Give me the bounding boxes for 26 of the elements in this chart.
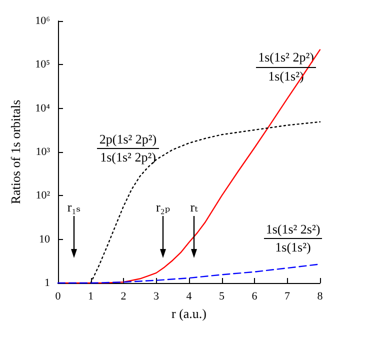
- y-tick-label: 10⁵: [35, 58, 50, 71]
- annotation: 1s(1s² 2s²): [266, 222, 320, 236]
- x-tick-label: 5: [219, 290, 225, 302]
- x-tick-label: 2: [120, 290, 126, 302]
- x-axis-title: r (a.u.): [171, 306, 207, 321]
- annotation: r₂ₚ: [156, 200, 170, 214]
- annotation: rₜ: [190, 200, 199, 214]
- x-tick-label: 8: [317, 290, 324, 302]
- x-tick-label: 7: [284, 290, 290, 302]
- annotation: 1s(1s² 2p²): [100, 150, 156, 164]
- x-tick-label: 1: [88, 290, 94, 302]
- y-tick-label: 1: [44, 277, 50, 289]
- x-tick-label: 4: [186, 290, 192, 302]
- x-tick-label: 3: [154, 290, 160, 302]
- annotation: 1s(1s²): [268, 68, 304, 84]
- x-tick-label: 6: [252, 290, 258, 302]
- y-axis-title: Ratios of 1s orbitals: [8, 100, 23, 204]
- annotation: 1s(1s²): [275, 240, 311, 254]
- y-tick-label: 10²: [36, 190, 51, 202]
- y-tick-label: 10⁴: [35, 102, 50, 114]
- y-tick-label: 10³: [36, 146, 51, 158]
- y-tick-label: 10: [39, 233, 50, 246]
- annotation: 2p(1s² 2p²): [99, 132, 157, 146]
- x-tick-label: 0: [55, 290, 62, 302]
- y-tick-label: 10⁶: [35, 15, 50, 27]
- annotation: r₁ₛ: [67, 200, 81, 214]
